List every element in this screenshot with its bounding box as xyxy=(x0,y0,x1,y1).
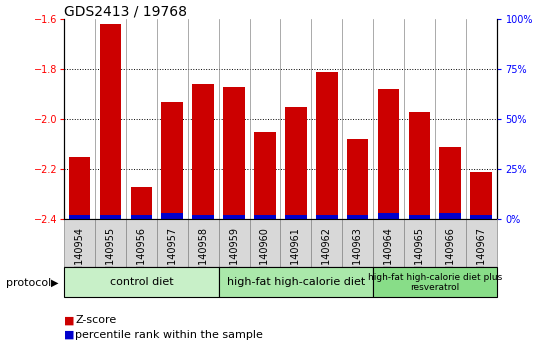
Bar xyxy=(440,147,461,219)
Bar xyxy=(440,213,461,219)
Bar xyxy=(161,102,183,219)
Bar xyxy=(64,219,95,267)
Text: GSM140960: GSM140960 xyxy=(260,227,270,286)
Bar xyxy=(373,267,497,297)
Text: ■: ■ xyxy=(64,330,75,339)
Text: Z-score: Z-score xyxy=(75,315,117,325)
Text: high-fat high-calorie diet plus
resveratrol: high-fat high-calorie diet plus resverat… xyxy=(368,273,502,292)
Bar xyxy=(373,219,404,267)
Bar xyxy=(69,157,90,219)
Bar xyxy=(342,219,373,267)
Text: GSM140954: GSM140954 xyxy=(75,227,85,286)
Text: control diet: control diet xyxy=(109,277,173,287)
Bar xyxy=(347,216,368,219)
Bar xyxy=(100,216,121,219)
Text: GSM140964: GSM140964 xyxy=(383,227,393,286)
Bar xyxy=(219,267,373,297)
Text: ▶: ▶ xyxy=(51,278,59,288)
Text: GDS2413 / 19768: GDS2413 / 19768 xyxy=(64,4,187,18)
Bar xyxy=(311,219,342,267)
Text: GSM140967: GSM140967 xyxy=(476,227,486,286)
Bar xyxy=(223,216,245,219)
Text: percentile rank within the sample: percentile rank within the sample xyxy=(75,330,263,339)
Text: GSM140955: GSM140955 xyxy=(105,227,116,286)
Bar xyxy=(408,216,430,219)
Bar xyxy=(131,216,152,219)
Bar xyxy=(378,213,400,219)
Bar xyxy=(69,216,90,219)
Bar xyxy=(131,187,152,219)
Bar xyxy=(378,90,400,219)
Bar xyxy=(466,219,497,267)
Bar xyxy=(347,139,368,219)
Bar xyxy=(219,219,249,267)
Text: GSM140958: GSM140958 xyxy=(198,227,208,286)
Text: high-fat high-calorie diet: high-fat high-calorie diet xyxy=(227,277,365,287)
Text: GSM140966: GSM140966 xyxy=(445,227,455,286)
Text: GSM140956: GSM140956 xyxy=(136,227,146,286)
Text: GSM140963: GSM140963 xyxy=(353,227,363,286)
Text: GSM140959: GSM140959 xyxy=(229,227,239,286)
Bar xyxy=(316,216,338,219)
Bar xyxy=(280,219,311,267)
Bar xyxy=(254,216,276,219)
Bar xyxy=(285,107,307,219)
Bar xyxy=(408,112,430,219)
Bar xyxy=(157,219,187,267)
Text: protocol: protocol xyxy=(6,278,51,288)
Bar xyxy=(404,219,435,267)
Bar xyxy=(316,72,338,219)
Bar xyxy=(193,216,214,219)
Bar xyxy=(161,213,183,219)
Bar xyxy=(64,267,219,297)
Bar xyxy=(187,219,219,267)
Bar xyxy=(95,219,126,267)
Bar xyxy=(435,219,466,267)
Bar xyxy=(223,87,245,219)
Text: GSM140962: GSM140962 xyxy=(322,227,331,286)
Bar xyxy=(254,132,276,219)
Text: GSM140957: GSM140957 xyxy=(167,227,177,286)
Text: GSM140965: GSM140965 xyxy=(415,227,425,286)
Bar xyxy=(470,216,492,219)
Bar xyxy=(470,172,492,219)
Bar xyxy=(100,24,121,219)
Bar xyxy=(249,219,280,267)
Bar xyxy=(285,216,307,219)
Text: GSM140961: GSM140961 xyxy=(291,227,301,286)
Text: ■: ■ xyxy=(64,315,75,325)
Bar xyxy=(126,219,157,267)
Bar xyxy=(193,85,214,219)
